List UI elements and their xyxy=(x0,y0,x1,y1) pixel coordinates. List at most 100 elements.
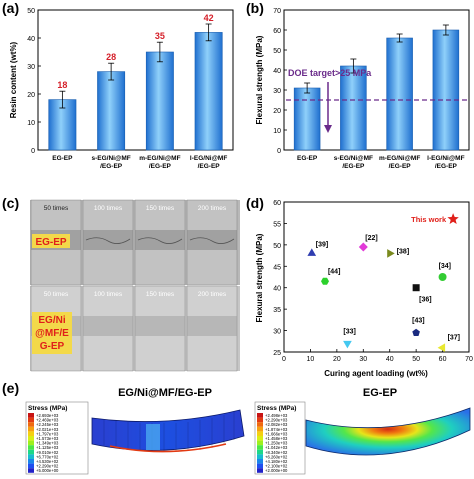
legend-value: +1.573e+03 xyxy=(36,436,59,441)
legend-value: +2.693e+03 xyxy=(36,413,59,418)
legend-value: +6.770e+02 xyxy=(36,454,59,459)
photo-cell xyxy=(186,285,238,372)
photo-cell xyxy=(134,285,186,372)
panel-c-photos: 50 times 100 times 150 times 200 times 50 t… xyxy=(30,199,240,372)
panel-b-chart: Flexural strength (MPa) 010203040506070 … xyxy=(255,8,470,170)
legend-swatch xyxy=(257,449,263,455)
ytick-label: 0 xyxy=(31,148,35,155)
xtick-label: 60 xyxy=(439,356,447,363)
bar xyxy=(145,51,174,151)
scatter-point xyxy=(343,340,352,349)
panel-b-target-label: DOE target>25 MPa xyxy=(288,68,372,78)
photo-bend-band xyxy=(135,230,185,250)
point-label: This work xyxy=(411,215,447,224)
scatter-point xyxy=(412,284,420,292)
photo-label: 150 times xyxy=(146,205,175,212)
bar xyxy=(386,37,413,151)
category-label: /EG-EP xyxy=(149,163,172,170)
panel-e-left-bottom-edge xyxy=(109,443,227,453)
panel-a-yticks: 0 10 20 30 40 50 xyxy=(27,8,41,155)
panel-e-right-legend-title: Stress (MPa) xyxy=(257,405,296,412)
ytick-label: 10 xyxy=(273,128,281,135)
panel-e-right: EG-EP Stress (MPa) +2.498e+03+2.290e+03+… xyxy=(254,387,471,475)
legend-value: +1.042e+03 xyxy=(265,445,288,450)
data-label: 18 xyxy=(57,80,67,90)
legend-value: +2.021e+03 xyxy=(36,427,59,432)
ytick-label: 40 xyxy=(27,36,35,43)
point-label: [38] xyxy=(397,248,409,255)
panel-d-points: This work [39] [22] [38] [44] [36] [34] [33] [43… xyxy=(307,213,460,352)
legend-value: +1.349e+03 xyxy=(36,441,59,446)
ytick-label: 20 xyxy=(273,108,281,115)
category-label: l-EG/Ni@MF xyxy=(190,155,227,162)
panel-a-bars: 18 28 35 42 xyxy=(48,13,223,151)
legend-swatch xyxy=(28,440,34,446)
bar xyxy=(97,71,126,151)
legend-swatch xyxy=(257,426,263,432)
panel-e-left-hotspot xyxy=(146,424,160,450)
legend-value: +1.797e+03 xyxy=(36,431,59,436)
legend-value: +4.530e+02 xyxy=(36,459,59,464)
category-label: EG-EP xyxy=(297,155,318,162)
point-label: [43] xyxy=(412,318,424,325)
panel-d-frame xyxy=(283,201,470,353)
photo-bend-band xyxy=(187,316,237,336)
photo-bend-band xyxy=(135,316,185,336)
panel-d-yticks: 25 30 35 40 45 50 55 60 xyxy=(273,200,287,357)
category-label: m-EG/Ni@MF xyxy=(139,155,180,162)
panel-a-xlabels: EG-EP s-EG/Ni@MF/EG-EPm-EG/Ni@MF/EG-EPl-E… xyxy=(52,155,227,170)
panel-b-xlabels: EG-EP s-EG/Ni@MF/EG-EPm-EG/Ni@MF/EG-EPl-E… xyxy=(297,155,465,170)
panel-c-bottom-badge-line1: EG/Ni xyxy=(38,315,65,326)
legend-swatch xyxy=(257,417,263,423)
point-label: [37] xyxy=(448,335,460,342)
point-label: [34] xyxy=(439,263,451,270)
xtick-label: 10 xyxy=(307,356,315,363)
photo-cell xyxy=(134,199,186,286)
legend-value: +1.250e+03 xyxy=(265,441,288,446)
panel-c-top-badge xyxy=(32,234,70,248)
ytick-label: 30 xyxy=(273,88,281,95)
panel-e-left-legend-box xyxy=(25,401,89,475)
xtick-label: 40 xyxy=(386,356,394,363)
legend-value: +8.340e+02 xyxy=(265,450,288,455)
panel-b-target-arrowhead xyxy=(324,125,332,133)
ytick-label: 60 xyxy=(273,200,281,207)
legend-value: +2.290e+03 xyxy=(265,418,288,423)
point-label: [44] xyxy=(328,268,340,275)
panel-a-chart: Resin content (wt%) 0 10 20 30 40 50 18 28 35 42… xyxy=(9,8,234,170)
category-label: /EG-EP xyxy=(389,163,412,170)
legend-swatch xyxy=(257,431,263,436)
legend-value: +2.100e+02 xyxy=(265,464,288,469)
category-label: /EG-EP xyxy=(435,163,458,170)
legend-value: +5.000e+00 xyxy=(36,468,59,473)
photo-cell xyxy=(82,199,134,286)
panel-d-xlabel: Curing agent loading (wt%) xyxy=(324,369,428,378)
panel-c-bottom-badge-line2: @MF/E xyxy=(35,328,69,339)
bar xyxy=(194,32,223,151)
legend-swatch xyxy=(257,463,263,469)
legend-value: +4.180e+02 xyxy=(265,459,288,464)
ytick-label: 40 xyxy=(273,286,281,293)
category-label: /EG-EP xyxy=(342,163,365,170)
legend-swatch xyxy=(28,445,34,450)
category-label: s-EG/Ni@MF xyxy=(92,155,131,162)
legend-swatch xyxy=(257,436,263,441)
photo-bend-band xyxy=(83,230,133,250)
legend-value: +2.082e+03 xyxy=(265,422,288,427)
photo-label: 50 times xyxy=(44,205,69,212)
legend-value: +1.666e+03 xyxy=(265,431,288,436)
ytick-label: 70 xyxy=(273,8,281,15)
category-label: s-EG/Ni@MF xyxy=(334,155,373,162)
scatter-point xyxy=(358,242,368,252)
ytick-label: 45 xyxy=(273,264,281,271)
scatter-point xyxy=(437,343,446,352)
ytick-label: 25 xyxy=(273,350,281,357)
panel-c-letter: (c) xyxy=(2,195,19,211)
legend-swatch xyxy=(257,459,263,464)
ytick-label: 0 xyxy=(277,148,281,155)
xtick-label: 30 xyxy=(359,356,367,363)
panel-e-left-title: EG/Ni@MF/EG-EP xyxy=(118,387,212,399)
point-label: [22] xyxy=(365,235,377,242)
photo-label: 200 times xyxy=(198,291,227,298)
panel-d-ylabel: Flexural strength (MPa) xyxy=(255,233,264,322)
